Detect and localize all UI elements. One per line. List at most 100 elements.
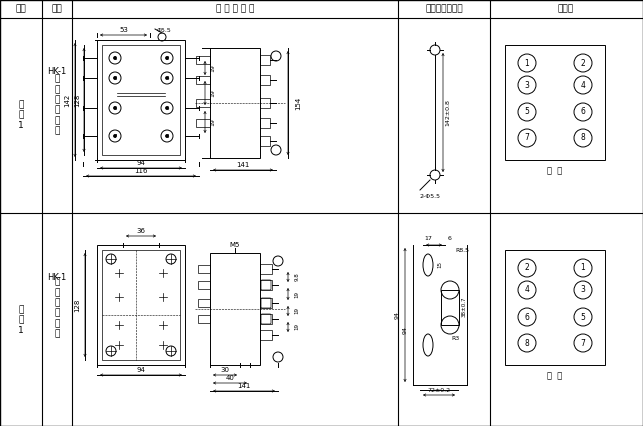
Text: 安装开孔尺寸图: 安装开孔尺寸图 (425, 5, 463, 14)
Text: 19: 19 (210, 64, 215, 72)
Text: 142: 142 (64, 93, 70, 106)
Bar (196, 76, 210, 84)
Text: 15: 15 (437, 262, 442, 268)
Text: 94: 94 (136, 367, 145, 373)
Text: 端子图: 端子图 (558, 5, 574, 14)
Text: 8: 8 (165, 133, 168, 138)
Bar (196, 56, 210, 64)
Bar (210, 253, 260, 365)
Circle shape (114, 77, 116, 79)
Circle shape (166, 77, 168, 79)
Text: 2: 2 (581, 58, 585, 67)
Text: 前  视: 前 视 (547, 167, 563, 176)
Text: 4: 4 (165, 75, 168, 81)
Bar (260, 98, 270, 108)
Text: 19: 19 (210, 118, 215, 126)
Text: 5: 5 (113, 106, 117, 110)
Text: 凸
出
式
后
接
线: 凸 出 式 后 接 线 (54, 277, 60, 339)
Text: Φ5.5: Φ5.5 (157, 29, 172, 34)
Text: 94: 94 (395, 311, 399, 319)
Bar (260, 330, 272, 340)
Text: 结构: 结构 (51, 5, 62, 14)
Text: 8: 8 (581, 133, 585, 143)
Text: 1: 1 (581, 264, 585, 273)
Text: 1: 1 (525, 58, 529, 67)
Circle shape (114, 135, 116, 137)
Bar (260, 264, 272, 274)
Text: 128: 128 (74, 298, 80, 312)
Text: 40: 40 (226, 375, 235, 381)
Text: 4: 4 (525, 285, 529, 294)
Text: 19: 19 (294, 323, 300, 331)
Text: 凸
出
式
前
接
线: 凸 出 式 前 接 线 (54, 75, 60, 135)
Text: 72±0.2: 72±0.2 (428, 388, 451, 392)
Circle shape (114, 107, 116, 109)
Bar (260, 75, 270, 85)
Text: 6: 6 (581, 107, 585, 116)
Bar (260, 280, 272, 290)
Text: 38±0.7: 38±0.7 (462, 297, 467, 317)
Text: 8: 8 (525, 339, 529, 348)
Text: 116: 116 (134, 168, 148, 174)
Text: 6: 6 (525, 313, 529, 322)
Text: 36: 36 (136, 228, 145, 234)
Circle shape (166, 135, 168, 137)
Text: R8.5: R8.5 (455, 248, 469, 253)
Bar (196, 99, 210, 107)
Bar (97, 245, 185, 365)
Text: 图号: 图号 (15, 5, 26, 14)
Text: 30: 30 (221, 367, 230, 373)
Text: 3: 3 (581, 285, 585, 294)
Bar (260, 118, 270, 128)
Text: 6: 6 (165, 106, 168, 110)
Bar (260, 298, 272, 308)
Text: 4: 4 (581, 81, 585, 89)
Circle shape (166, 57, 168, 59)
Text: 2: 2 (525, 264, 529, 273)
Text: 19: 19 (210, 89, 215, 97)
Text: HK-1: HK-1 (48, 273, 67, 282)
Text: M5: M5 (230, 242, 240, 248)
Text: 2: 2 (165, 55, 168, 60)
Text: 154: 154 (295, 96, 301, 109)
Bar (97, 40, 185, 160)
Text: R3: R3 (451, 336, 459, 340)
Circle shape (114, 57, 116, 59)
Text: 94: 94 (136, 160, 145, 166)
Text: 7: 7 (525, 133, 529, 143)
Text: 1: 1 (113, 55, 117, 60)
Bar (198, 265, 210, 273)
Bar (260, 314, 272, 324)
Bar (198, 299, 210, 307)
Text: HK-1: HK-1 (48, 67, 67, 77)
Bar (102, 45, 180, 155)
Bar (210, 48, 260, 158)
Text: 19: 19 (294, 308, 300, 314)
Text: 128: 128 (74, 93, 80, 106)
Text: 5: 5 (525, 107, 529, 116)
Text: 141: 141 (237, 162, 249, 168)
Text: 2-Φ5.5: 2-Φ5.5 (419, 195, 440, 199)
Text: 外 形 尺 寸 图: 外 形 尺 寸 图 (216, 5, 254, 14)
Text: 9.8: 9.8 (294, 273, 300, 282)
Text: 5: 5 (581, 313, 585, 322)
Text: 附
图
1: 附 图 1 (18, 305, 24, 335)
Bar (260, 55, 270, 65)
Text: 附
图
1: 附 图 1 (18, 100, 24, 130)
Text: 142±0.8: 142±0.8 (446, 99, 451, 126)
Text: 7: 7 (581, 339, 585, 348)
Text: 94: 94 (403, 326, 408, 334)
Circle shape (166, 107, 168, 109)
Bar (198, 281, 210, 289)
Text: 17: 17 (424, 236, 432, 241)
Text: 背  视: 背 视 (547, 371, 563, 380)
Text: 53: 53 (119, 27, 128, 33)
Text: 19: 19 (294, 291, 300, 297)
Text: 7: 7 (113, 133, 117, 138)
Bar (198, 315, 210, 323)
Text: 3: 3 (525, 81, 529, 89)
Bar (102, 250, 180, 360)
Bar (441, 290, 459, 325)
Bar (505, 250, 605, 365)
Text: 6: 6 (448, 236, 452, 241)
